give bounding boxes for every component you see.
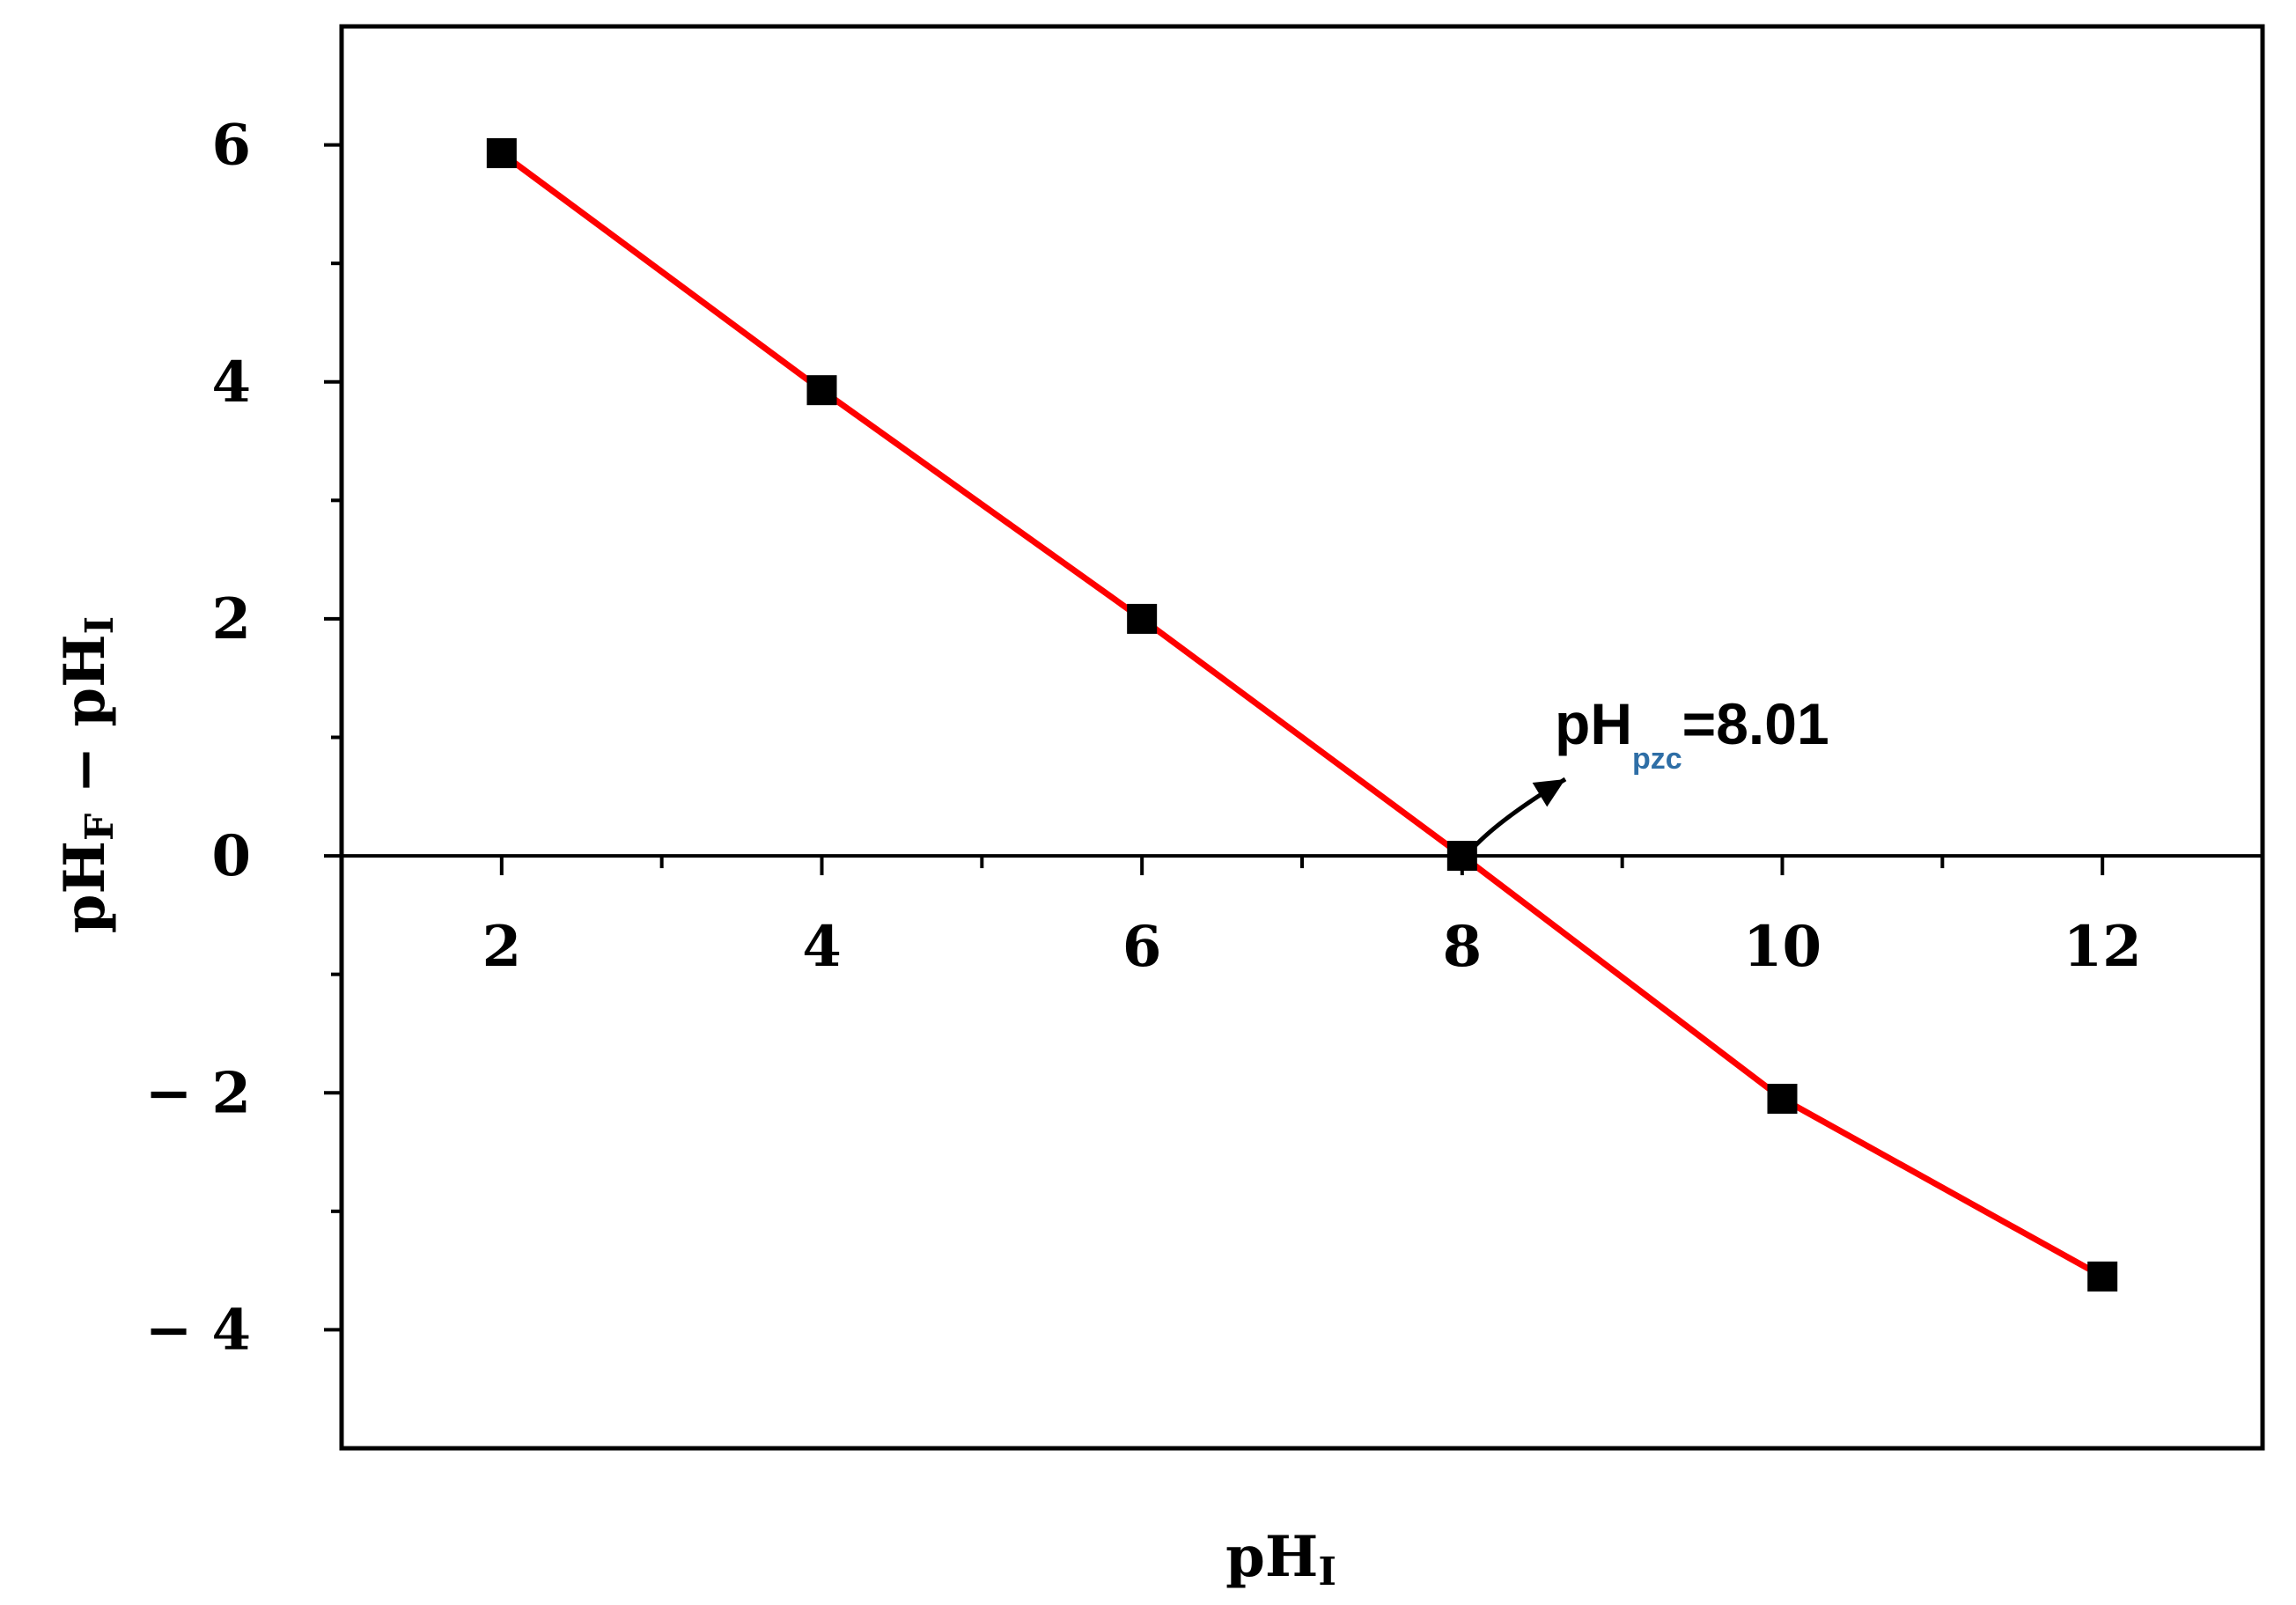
x-tick-label-2: 6 bbox=[1122, 914, 1162, 980]
annotation-arrowhead bbox=[1532, 779, 1565, 807]
data-markers bbox=[486, 138, 2118, 1292]
y-tick-label-0: 6 bbox=[211, 113, 251, 179]
series-line bbox=[499, 151, 2104, 1279]
y-tick-label-2: 2 bbox=[211, 586, 251, 652]
pzc-annotation: pHpzc=8.01 bbox=[1467, 691, 1829, 854]
y-axis-title-main: pH bbox=[52, 841, 118, 933]
x-tick-label-4: 10 bbox=[1743, 914, 1821, 980]
x-axis-title-sub: I bbox=[1318, 1550, 1336, 1594]
x-tick-label-0: 2 bbox=[482, 914, 522, 980]
y-tick-label-3: 0 bbox=[211, 823, 251, 889]
annotation-main: pH bbox=[1555, 691, 1632, 756]
y-axis-title-mid: − pH bbox=[52, 634, 118, 813]
y-tick-label-1: 4 bbox=[211, 350, 251, 416]
y-axis-title: pHF − pHI bbox=[52, 616, 122, 933]
y-tick-label-4: − 2 bbox=[145, 1060, 251, 1126]
x-tick-label-5: 12 bbox=[2064, 914, 2142, 980]
data-point-0 bbox=[486, 138, 517, 169]
annotation-text: pHpzc=8.01 bbox=[1555, 691, 1829, 776]
data-point-2 bbox=[1127, 603, 1158, 634]
data-point-1 bbox=[806, 375, 837, 406]
y-axis-title-sub1: F bbox=[77, 814, 122, 841]
x-tick-label-1: 4 bbox=[802, 914, 842, 980]
x-tick-label-3: 8 bbox=[1443, 914, 1483, 980]
y-axis-ticks: 6 4 2 0 − 2 − 4 bbox=[145, 113, 342, 1363]
annotation-suffix: =8.01 bbox=[1682, 691, 1829, 756]
x-axis-title-main: pH bbox=[1225, 1524, 1318, 1590]
y-axis-title-sub2: I bbox=[77, 616, 122, 635]
data-point-5 bbox=[2087, 1261, 2118, 1292]
y-tick-label-5: − 4 bbox=[145, 1297, 251, 1363]
data-point-4 bbox=[1767, 1083, 1798, 1114]
x-axis-title: pHI bbox=[1225, 1524, 1336, 1594]
annotation-sub: pzc bbox=[1632, 742, 1682, 776]
x-axis-ticks: 2 4 6 8 10 12 bbox=[482, 856, 2142, 980]
